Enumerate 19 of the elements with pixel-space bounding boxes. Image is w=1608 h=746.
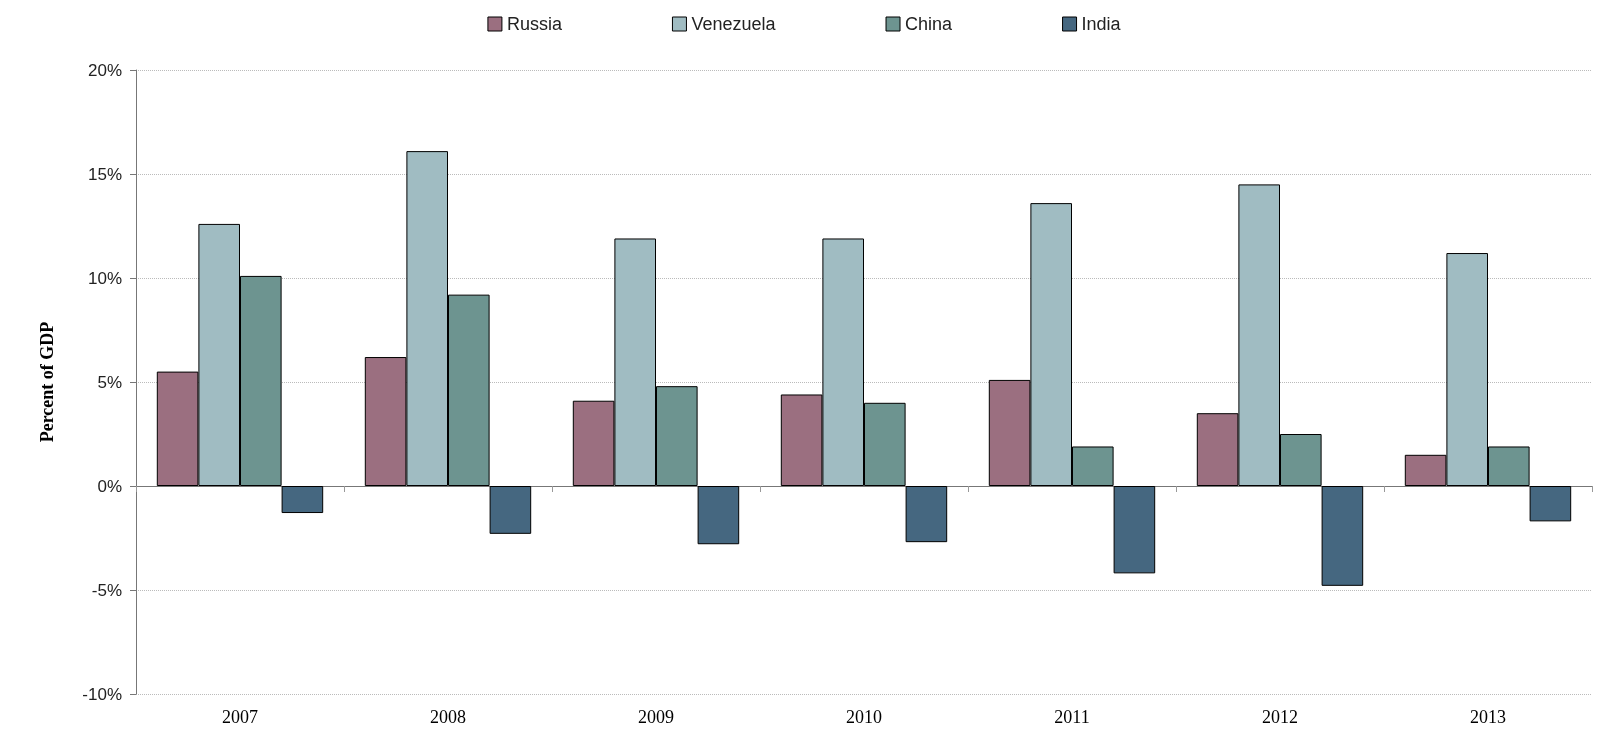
x-tick-label: 2011 xyxy=(1054,707,1090,727)
y-axis-title: Percent of GDP xyxy=(37,321,57,443)
legend-label: China xyxy=(905,14,954,34)
y-tick-label: 0% xyxy=(97,476,122,496)
y-tick-label: 5% xyxy=(97,372,122,392)
y-tick-label: 20% xyxy=(87,60,122,80)
x-tick-label: 2008 xyxy=(430,707,466,727)
x-tick-label: 2010 xyxy=(846,707,882,727)
y-tick-label: -10% xyxy=(82,684,122,704)
x-tick-label: 2009 xyxy=(638,707,674,727)
x-tick-label: 2012 xyxy=(1262,707,1298,727)
y-tick-label: 15% xyxy=(87,164,122,184)
legend-label: India xyxy=(1081,14,1122,34)
x-tick-label: 2013 xyxy=(1470,707,1506,727)
legend-label: Venezuela xyxy=(691,14,777,34)
x-tick-label: 2007 xyxy=(222,707,258,727)
y-tick-label: -5% xyxy=(91,580,122,600)
legend-label: Russia xyxy=(506,14,563,34)
y-tick-label: 10% xyxy=(87,268,122,288)
